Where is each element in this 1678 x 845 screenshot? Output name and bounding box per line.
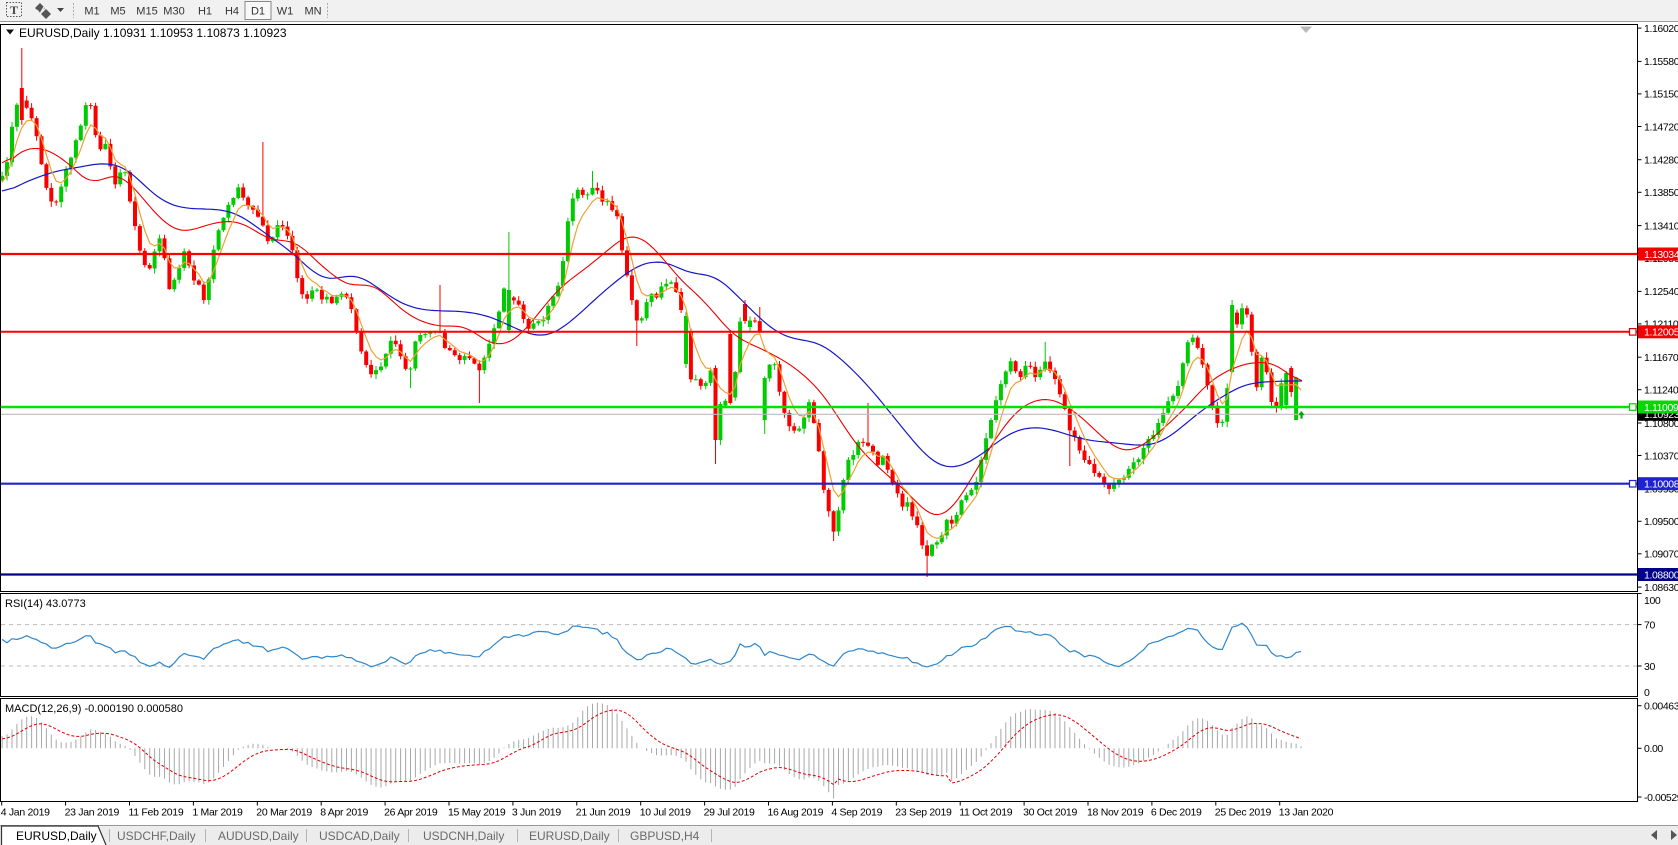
svg-text:1.11670: 1.11670 xyxy=(1644,352,1678,364)
svg-text:1.13034: 1.13034 xyxy=(1644,249,1678,261)
svg-text:29 Jul 2019: 29 Jul 2019 xyxy=(704,807,755,819)
svg-text:1.09070: 1.09070 xyxy=(1644,549,1678,561)
svg-text:W1: W1 xyxy=(277,6,294,18)
svg-text:1.16020: 1.16020 xyxy=(1644,23,1678,35)
svg-text:M30: M30 xyxy=(163,6,184,18)
svg-text:1.14720: 1.14720 xyxy=(1644,121,1678,133)
svg-text:26 Apr 2019: 26 Apr 2019 xyxy=(384,807,438,819)
svg-text:23 Sep 2019: 23 Sep 2019 xyxy=(895,807,952,819)
svg-text:0.00463: 0.00463 xyxy=(1644,701,1678,713)
svg-text:1.10008: 1.10008 xyxy=(1644,479,1678,491)
svg-text:1.15580: 1.15580 xyxy=(1644,56,1678,68)
svg-text:T: T xyxy=(10,3,18,17)
svg-text:EURUSD,Daily: EURUSD,Daily xyxy=(16,829,97,843)
svg-text:1.12540: 1.12540 xyxy=(1644,286,1678,298)
svg-text:11 Feb 2019: 11 Feb 2019 xyxy=(129,807,184,819)
svg-text:H4: H4 xyxy=(225,6,239,18)
svg-text:20 Mar 2019: 20 Mar 2019 xyxy=(256,807,312,819)
svg-text:30 Oct 2019: 30 Oct 2019 xyxy=(1023,807,1077,819)
svg-text:18 Nov 2019: 18 Nov 2019 xyxy=(1087,807,1144,819)
svg-text:1 Mar 2019: 1 Mar 2019 xyxy=(192,807,243,819)
svg-text:1.08800: 1.08800 xyxy=(1644,569,1678,581)
svg-text:RSI(14) 43.0773: RSI(14) 43.0773 xyxy=(5,598,86,610)
svg-text:0.00: 0.00 xyxy=(1644,743,1663,755)
svg-text:16 Aug 2019: 16 Aug 2019 xyxy=(768,807,824,819)
svg-text:M5: M5 xyxy=(110,6,125,18)
svg-text:30: 30 xyxy=(1644,661,1655,673)
svg-text:4 Jan 2019: 4 Jan 2019 xyxy=(1,807,50,819)
svg-text:M15: M15 xyxy=(136,6,157,18)
svg-text:1.12005: 1.12005 xyxy=(1644,327,1678,339)
svg-text:15 May 2019: 15 May 2019 xyxy=(448,807,506,819)
svg-text:8 Apr 2019: 8 Apr 2019 xyxy=(320,807,368,819)
svg-text:10 Jul 2019: 10 Jul 2019 xyxy=(640,807,691,819)
svg-text:4 Sep 2019: 4 Sep 2019 xyxy=(831,807,882,819)
svg-text:EURUSD,Daily 1.10931 1.10953: EURUSD,Daily 1.10931 1.10953 1.10873 1.1… xyxy=(19,26,287,40)
svg-text:21 Jun 2019: 21 Jun 2019 xyxy=(576,807,631,819)
svg-text:11 Oct 2019: 11 Oct 2019 xyxy=(959,807,1013,819)
svg-text:23 Jan 2019: 23 Jan 2019 xyxy=(65,807,120,819)
svg-text:AUDUSD,Daily: AUDUSD,Daily xyxy=(218,829,299,843)
svg-text:USDCHF,Daily: USDCHF,Daily xyxy=(117,829,196,843)
svg-text:1.14280: 1.14280 xyxy=(1644,155,1678,167)
svg-text:1.13410: 1.13410 xyxy=(1644,220,1678,232)
svg-text:MN: MN xyxy=(304,6,321,18)
svg-text:1.08630: 1.08630 xyxy=(1644,582,1678,594)
svg-text:1.11009: 1.11009 xyxy=(1644,402,1678,414)
svg-text:1.15150: 1.15150 xyxy=(1644,89,1678,101)
svg-text:1.13850: 1.13850 xyxy=(1644,187,1678,199)
svg-text:MACD(12,26,9) -0.000190 0.0005: MACD(12,26,9) -0.000190 0.000580 xyxy=(5,703,183,715)
svg-text:-0.00529: -0.00529 xyxy=(1644,792,1678,804)
svg-text:1.10370: 1.10370 xyxy=(1644,450,1678,462)
svg-text:3 Jun 2019: 3 Jun 2019 xyxy=(512,807,561,819)
svg-text:USDCNH,Daily: USDCNH,Daily xyxy=(423,829,504,843)
svg-text:6 Dec 2019: 6 Dec 2019 xyxy=(1151,807,1202,819)
svg-text:EURUSD,Daily: EURUSD,Daily xyxy=(529,829,610,843)
svg-text:0: 0 xyxy=(1644,687,1650,699)
svg-text:D1: D1 xyxy=(251,6,265,18)
svg-text:25 Dec 2019: 25 Dec 2019 xyxy=(1215,807,1272,819)
svg-text:USDCAD,Daily: USDCAD,Daily xyxy=(319,829,400,843)
svg-text:100: 100 xyxy=(1644,595,1661,607)
svg-text:1.11240: 1.11240 xyxy=(1644,385,1678,397)
svg-text:70: 70 xyxy=(1644,619,1655,631)
svg-text:13 Jan 2020: 13 Jan 2020 xyxy=(1279,807,1334,819)
svg-text:1.09500: 1.09500 xyxy=(1644,516,1678,528)
svg-text:H1: H1 xyxy=(198,6,212,18)
svg-text:GBPUSD,H4: GBPUSD,H4 xyxy=(630,829,700,843)
svg-text:M1: M1 xyxy=(84,6,99,18)
